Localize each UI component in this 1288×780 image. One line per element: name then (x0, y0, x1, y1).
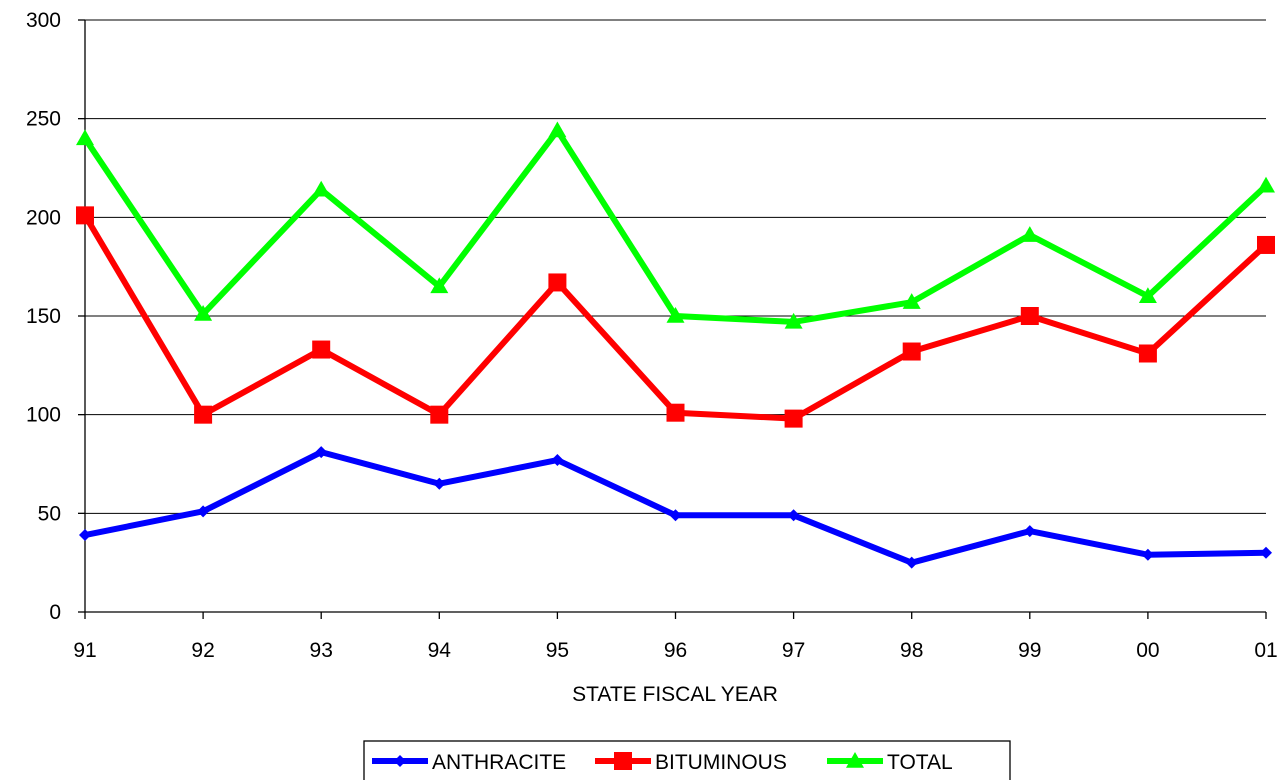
legend-marker-bituminous (614, 752, 632, 770)
data-point-total (784, 312, 803, 329)
data-point-anthracite (79, 529, 91, 542)
data-point-bituminous (548, 273, 567, 292)
data-point-bituminous (902, 342, 921, 361)
y-tick-label: 200 (26, 206, 61, 229)
data-point-bituminous (666, 403, 685, 422)
data-point-anthracite (551, 454, 564, 467)
data-point-total (1257, 176, 1275, 193)
data-point-anthracite (197, 505, 210, 518)
series-total (76, 121, 1275, 329)
data-point-total (1020, 226, 1039, 242)
y-tick-label: 150 (26, 305, 61, 328)
legend-box (363, 740, 1011, 780)
y-tick-label: 250 (26, 108, 61, 131)
data-point-anthracite (1023, 525, 1036, 538)
y-tick-label: 300 (26, 9, 61, 32)
data-point-bituminous (1138, 344, 1157, 363)
series-line-total (82, 127, 1269, 325)
data-point-anthracite (433, 477, 446, 490)
data-point-total (902, 293, 921, 309)
x-tick-label: 92 (191, 639, 214, 662)
data-point-total (430, 277, 449, 294)
data-point-anthracite (315, 446, 328, 459)
data-point-anthracite (1260, 546, 1272, 559)
series-line-anthracite (82, 449, 1269, 566)
data-point-bituminous (194, 405, 213, 424)
data-point-bituminous (784, 409, 803, 428)
data-point-anthracite (669, 509, 682, 522)
data-point-bituminous (430, 405, 449, 424)
data-point-anthracite (1141, 548, 1154, 561)
x-axis-title: STATE FISCAL YEAR (572, 683, 778, 706)
x-tick-label: 95 (546, 639, 569, 662)
legend-label-total: TOTAL (887, 751, 953, 774)
x-tick-label: 93 (310, 639, 333, 662)
data-point-total (194, 305, 213, 321)
data-point-bituminous (1257, 235, 1275, 254)
y-axis-ticks: 0 50 100 150 200 250 300 (26, 9, 85, 624)
legend-label-bituminous: BITUMINOUS (655, 751, 787, 774)
data-point-anthracite (905, 556, 918, 569)
x-tick-label: 99 (1018, 639, 1041, 662)
x-tick-label: 01 (1254, 639, 1277, 662)
legend-marker-anthracite (394, 755, 406, 767)
data-point-bituminous (312, 340, 331, 359)
data-point-total (666, 307, 685, 323)
x-tick-label: 98 (900, 639, 923, 662)
data-point-bituminous (1020, 307, 1039, 325)
x-axis-ticks: 91 92 93 94 95 96 97 98 99 00 01 (73, 612, 1278, 662)
legend-label-anthracite: ANTHRACITE (432, 751, 566, 774)
x-tick-label: 94 (428, 639, 452, 662)
x-tick-label: 97 (782, 639, 805, 662)
legend: ANTHRACITE BITUMINOUS TOTAL (363, 740, 1011, 780)
data-point-anthracite (787, 509, 800, 522)
data-point-total (76, 129, 94, 146)
y-tick-label: 0 (49, 601, 61, 624)
y-tick-label: 100 (26, 404, 61, 427)
x-tick-label: 91 (73, 639, 96, 662)
legend-marker-total (846, 752, 864, 768)
y-tick-label: 50 (38, 502, 61, 525)
series-group (76, 121, 1275, 569)
x-tick-label: 00 (1136, 639, 1159, 662)
data-point-total (1138, 287, 1157, 304)
data-point-bituminous (76, 206, 94, 225)
series-anthracite (79, 446, 1272, 569)
data-point-total (312, 180, 331, 197)
x-tick-label: 96 (664, 639, 687, 662)
data-point-total (548, 121, 567, 138)
series-bituminous (76, 206, 1275, 428)
